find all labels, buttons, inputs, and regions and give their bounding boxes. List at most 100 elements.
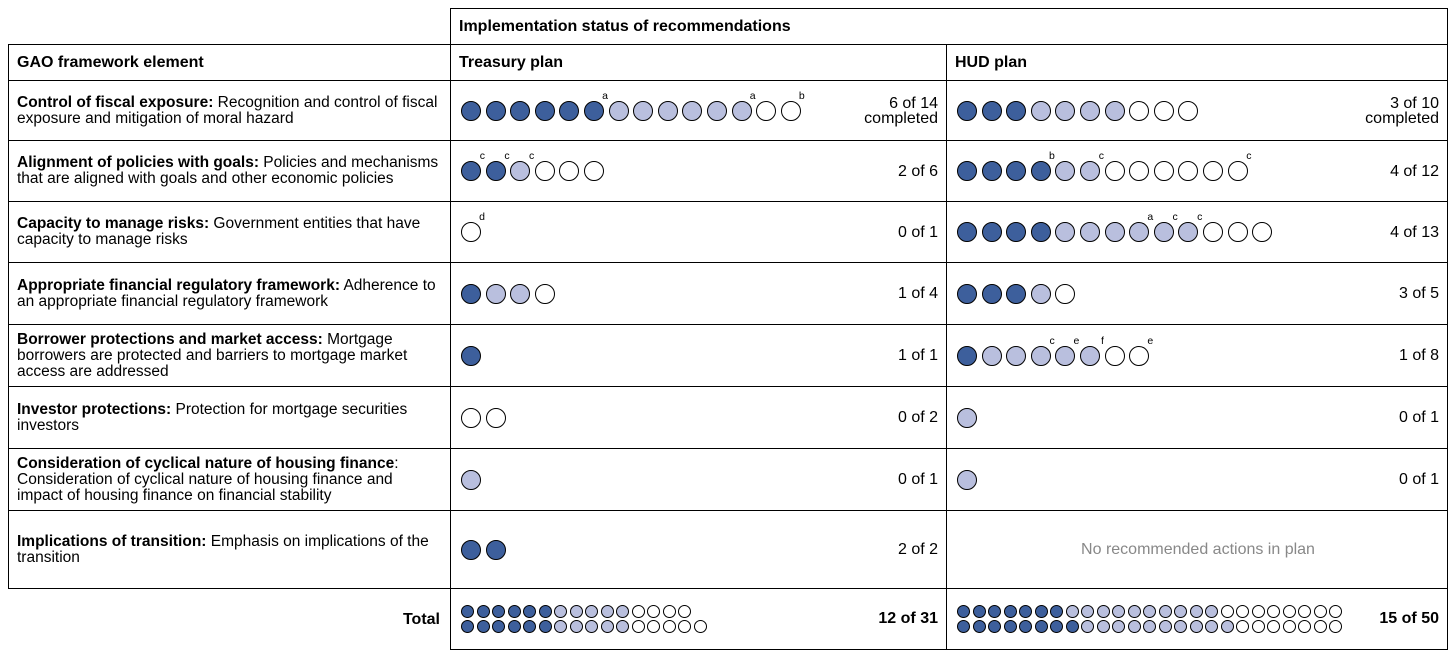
status-dot <box>657 100 678 121</box>
status-dot <box>678 620 691 633</box>
count-text: 0 of 1 <box>897 471 938 488</box>
status-dot <box>1003 620 1017 633</box>
dot-row <box>957 620 1342 633</box>
plan-cell: 3 of 10 completed <box>946 80 1448 141</box>
status-dot: c <box>1153 211 1178 242</box>
status-dot: b <box>780 90 805 121</box>
element-cell: Control of fiscal exposure: Recognition … <box>8 80 451 141</box>
status-dot <box>1129 161 1150 181</box>
status-dot <box>957 100 977 121</box>
dots <box>957 100 1199 121</box>
status-dot <box>1096 620 1110 633</box>
status-dot <box>1019 605 1032 618</box>
element-label: Investor protections: <box>17 400 172 418</box>
column-header: GAO framework element <box>8 44 451 81</box>
count-text: 2 of 6 <box>897 162 938 180</box>
element-description: Protection for mortgage securities inves… <box>17 400 408 434</box>
dots <box>957 469 977 490</box>
element-cell: Appropriate financial regulatory framewo… <box>8 262 451 325</box>
status-dot: e <box>1129 335 1153 366</box>
count: 2 of 6 <box>897 162 938 180</box>
element-text: Implications of transition: Emphasis on … <box>17 532 442 566</box>
status-dot <box>1127 620 1141 633</box>
dots <box>957 407 977 428</box>
status-dot <box>1006 222 1027 242</box>
count: 0 of 1 <box>897 471 938 488</box>
status-dot <box>662 620 676 633</box>
element-cell: Investor protections: Protection for mor… <box>8 386 451 449</box>
status-dot <box>1236 605 1249 618</box>
status-dot <box>631 620 645 633</box>
status-dot <box>1127 605 1141 618</box>
status-dot <box>957 620 970 633</box>
status-dot <box>461 100 481 121</box>
status-dot <box>485 407 506 428</box>
status-dot <box>569 605 583 618</box>
status-dot: c <box>1227 150 1252 181</box>
status-dot <box>1298 605 1311 618</box>
element-label: Capacity to manage risks: <box>17 215 210 232</box>
plan-cell: 0 of 1 <box>946 386 1448 449</box>
status-dot <box>1055 100 1076 121</box>
element-label: Implications of transition: <box>17 532 207 550</box>
total-dots <box>957 605 1342 633</box>
count-text: 0 of 2 <box>897 409 938 426</box>
status-dot <box>981 283 1002 304</box>
status-dot <box>957 222 977 242</box>
status-dot <box>1055 283 1076 304</box>
count-text: 4 of 13 <box>1390 223 1439 241</box>
status-dot <box>461 605 474 618</box>
status-dot <box>988 605 1001 618</box>
status-dot <box>706 100 727 121</box>
status-dot <box>554 605 567 618</box>
footnote: b <box>1048 150 1055 162</box>
plan-cell: 3 of 5 <box>946 262 1448 325</box>
status-dot <box>1019 620 1032 633</box>
status-dot <box>1129 100 1150 121</box>
count: 0 of 1 <box>898 224 938 240</box>
element-description: Government entities that have capacity t… <box>17 215 421 248</box>
element-description: Mortgage borrowers are protected and bar… <box>17 330 408 380</box>
status-dot <box>1174 620 1187 633</box>
status-dot <box>957 345 977 366</box>
status-dot <box>559 100 580 121</box>
count-text: 1 of 4 <box>897 285 938 302</box>
status-dot <box>633 100 654 121</box>
count-text: 3 of 10 <box>1390 94 1439 112</box>
count: 0 of 1 <box>1399 410 1439 426</box>
dot-row <box>957 605 1342 618</box>
status-dot <box>485 539 506 560</box>
status-dot <box>662 605 676 618</box>
status-dot <box>981 345 1002 366</box>
count: 0 of 2 <box>897 409 938 426</box>
header-title: Implementation status of recommendations <box>450 8 1448 45</box>
no-actions: No recommended actions in plan <box>1081 540 1315 558</box>
status-dot <box>1034 620 1048 633</box>
status-dot: b <box>1030 150 1055 181</box>
element-text: Appropriate financial regulatory framewo… <box>17 276 442 310</box>
status-dot <box>957 605 970 618</box>
element-description: Policies and mechanisms that are aligned… <box>17 154 439 187</box>
status-dot <box>461 407 481 428</box>
column-header: Treasury plan <box>450 44 947 81</box>
total-count: 15 of 50 <box>1379 610 1439 627</box>
element-cell: Alignment of policies with goals: Polici… <box>8 140 451 202</box>
status-dot <box>1030 222 1051 242</box>
plan-cell: 0 of 2 <box>450 386 947 449</box>
status-dot <box>1205 620 1218 633</box>
status-dot <box>616 620 629 633</box>
status-dot <box>538 605 552 618</box>
element-description: Adherence to an appropriate financial re… <box>17 276 436 310</box>
status-dot <box>1329 605 1342 618</box>
status-dot <box>957 283 977 304</box>
element-text: Alignment of policies with goals: Polici… <box>17 155 442 187</box>
footnote: c <box>1197 211 1203 223</box>
element-text: Investor protections: Protection for mor… <box>17 400 442 434</box>
status-dot <box>1205 605 1218 618</box>
status-dot <box>1112 605 1125 618</box>
status-dot <box>1313 620 1327 633</box>
element-cell: Implications of transition: Emphasis on … <box>8 510 451 589</box>
count-suffix: completed <box>864 109 938 127</box>
